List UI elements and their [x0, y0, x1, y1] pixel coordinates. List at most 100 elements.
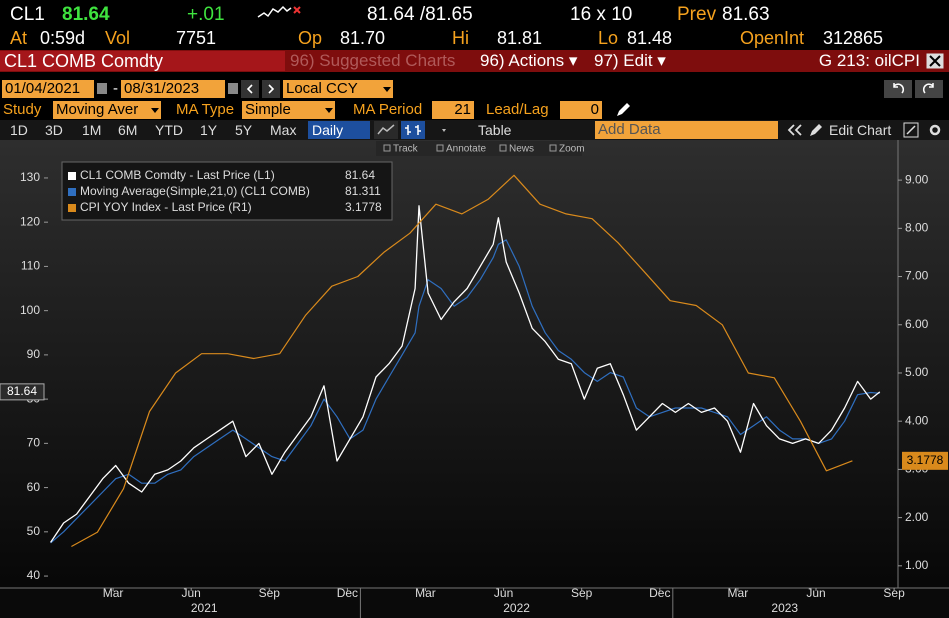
- quote-label: OpenInt: [740, 28, 805, 48]
- lead-lag-field[interactable]: 0: [560, 101, 602, 119]
- series-line: [50, 239, 880, 544]
- y-tick-label: 110: [21, 259, 40, 273]
- last-price: 81.64: [62, 4, 110, 25]
- y2-tick-label: 7.00: [905, 269, 929, 283]
- study-label: Study: [3, 101, 42, 118]
- x-tick-label: Sep: [571, 586, 593, 600]
- y-tick-label: 130: [20, 170, 40, 184]
- period-button[interactable]: Max: [270, 122, 297, 138]
- x-tick-label: Jun: [806, 586, 825, 600]
- prev-value: 81.63: [722, 4, 770, 25]
- last-value-label: 81.64: [7, 384, 37, 398]
- close-button[interactable]: [926, 53, 944, 69]
- legend-name: Moving Average(Simple,21,0) (CL1 COMB): [80, 184, 310, 198]
- y-tick-label: 70: [27, 436, 41, 450]
- quote-value: 81.70: [340, 28, 386, 48]
- sparkline-icon: [257, 5, 301, 18]
- edit-icon[interactable]: [808, 121, 824, 139]
- tool-label[interactable]: Zoom: [559, 144, 585, 155]
- series-line: [50, 205, 881, 543]
- y-tick-label: 40: [27, 568, 41, 582]
- x-tick-label: Jun: [182, 586, 201, 600]
- period-button[interactable]: 5Y: [235, 122, 253, 138]
- legend-name: CPI YOY Index - Last Price (R1): [80, 200, 252, 214]
- end-date[interactable]: 08/31/2023: [121, 80, 225, 98]
- edit-chart[interactable]: Edit Chart: [829, 122, 892, 138]
- chart-type-icons[interactable]: [374, 121, 454, 139]
- legend-swatch: [68, 204, 76, 212]
- x-tick-label: Sep: [883, 586, 905, 600]
- x-tick-label: Dec: [337, 586, 358, 600]
- x-tick-label: Sep: [259, 586, 281, 600]
- period-button[interactable]: 1M: [82, 122, 102, 138]
- date-separator: -: [113, 80, 118, 97]
- chart-id: G 213: oilCPI: [818, 51, 920, 70]
- year-label: 2021: [191, 601, 218, 615]
- period-button[interactable]: 1D: [10, 122, 28, 138]
- size: 16 x 10: [570, 4, 633, 25]
- y2-tick-label: 2.00: [905, 510, 929, 524]
- period-button[interactable]: YTD: [155, 122, 183, 138]
- edit-menu[interactable]: 97) Edit ▾: [594, 51, 666, 70]
- quote-label: Op: [298, 28, 323, 48]
- currency[interactable]: Local CCY: [283, 80, 393, 98]
- add-data[interactable]: Add Data: [595, 121, 778, 139]
- period-arrows[interactable]: [241, 80, 281, 98]
- tool-label[interactable]: Annotate: [446, 144, 486, 155]
- y2-tick-label: 4.00: [905, 413, 929, 427]
- pen-icon[interactable]: [614, 101, 632, 119]
- legend-value: 81.64: [345, 168, 375, 182]
- toolbar: [0, 120, 949, 140]
- last-value-badge: [902, 451, 948, 470]
- bid-ask: 81.64 /81.65: [367, 4, 473, 25]
- lead-lag-label: Lead/Lag: [486, 101, 549, 118]
- y2-tick-label: 9.00: [905, 172, 929, 186]
- y-tick-label: 50: [27, 524, 41, 538]
- legend-value: 3.1778: [345, 200, 382, 214]
- tool-label[interactable]: News: [509, 144, 534, 155]
- quote-value: 0:59d: [40, 28, 86, 48]
- suggested-charts[interactable]: 96) Suggested Charts: [290, 51, 456, 70]
- ma-type-label: MA Type: [176, 101, 235, 118]
- tool-label[interactable]: Track: [393, 144, 419, 155]
- ma-type-field[interactable]: Simple: [242, 101, 335, 119]
- x-tick-label: Dec: [649, 586, 670, 600]
- frequency[interactable]: Daily: [308, 121, 370, 139]
- year-label: 2023: [771, 601, 798, 615]
- quote-label: At: [10, 28, 28, 48]
- legend-box: [61, 161, 393, 221]
- ma-period-label: MA Period: [353, 101, 423, 118]
- collapse-icon[interactable]: [784, 121, 806, 139]
- change: +.01: [187, 4, 225, 25]
- actions-menu[interactable]: 96) Actions ▾: [480, 51, 578, 70]
- settings-icons[interactable]: [903, 121, 947, 139]
- table-button[interactable]: Table: [478, 122, 512, 138]
- undo-redo[interactable]: [884, 80, 944, 98]
- period-button[interactable]: 1Y: [200, 122, 218, 138]
- period-button[interactable]: 6M: [118, 122, 138, 138]
- y-tick-label: 90: [27, 347, 41, 361]
- ma-period-field[interactable]: 21: [432, 101, 474, 119]
- legend-swatch: [68, 188, 76, 196]
- legend-value: 81.311: [345, 184, 381, 198]
- series-line: [71, 174, 853, 548]
- tool-icon: [549, 144, 557, 152]
- start-date[interactable]: 01/04/2021: [2, 80, 94, 98]
- x-axis-band: [0, 588, 949, 618]
- quote-value: 7751: [176, 28, 217, 48]
- quote-label: Lo: [598, 28, 619, 48]
- y2-tick-label: 1.00: [905, 558, 929, 572]
- study-field[interactable]: Moving Aver: [53, 101, 161, 119]
- calendar-icon[interactable]: [97, 83, 107, 94]
- year-label: 2022: [503, 601, 530, 615]
- ticker: CL1: [10, 4, 45, 25]
- prev-label: Prev: [677, 4, 717, 25]
- tool-icon: [436, 144, 444, 152]
- quote-value: 312865: [823, 28, 884, 48]
- chart-tools-bar: [376, 141, 582, 156]
- last-value-badge: [0, 383, 45, 401]
- calendar-icon[interactable]: [228, 83, 238, 94]
- period-button[interactable]: 3D: [45, 122, 63, 138]
- last-value-label: 3.1778: [907, 453, 944, 467]
